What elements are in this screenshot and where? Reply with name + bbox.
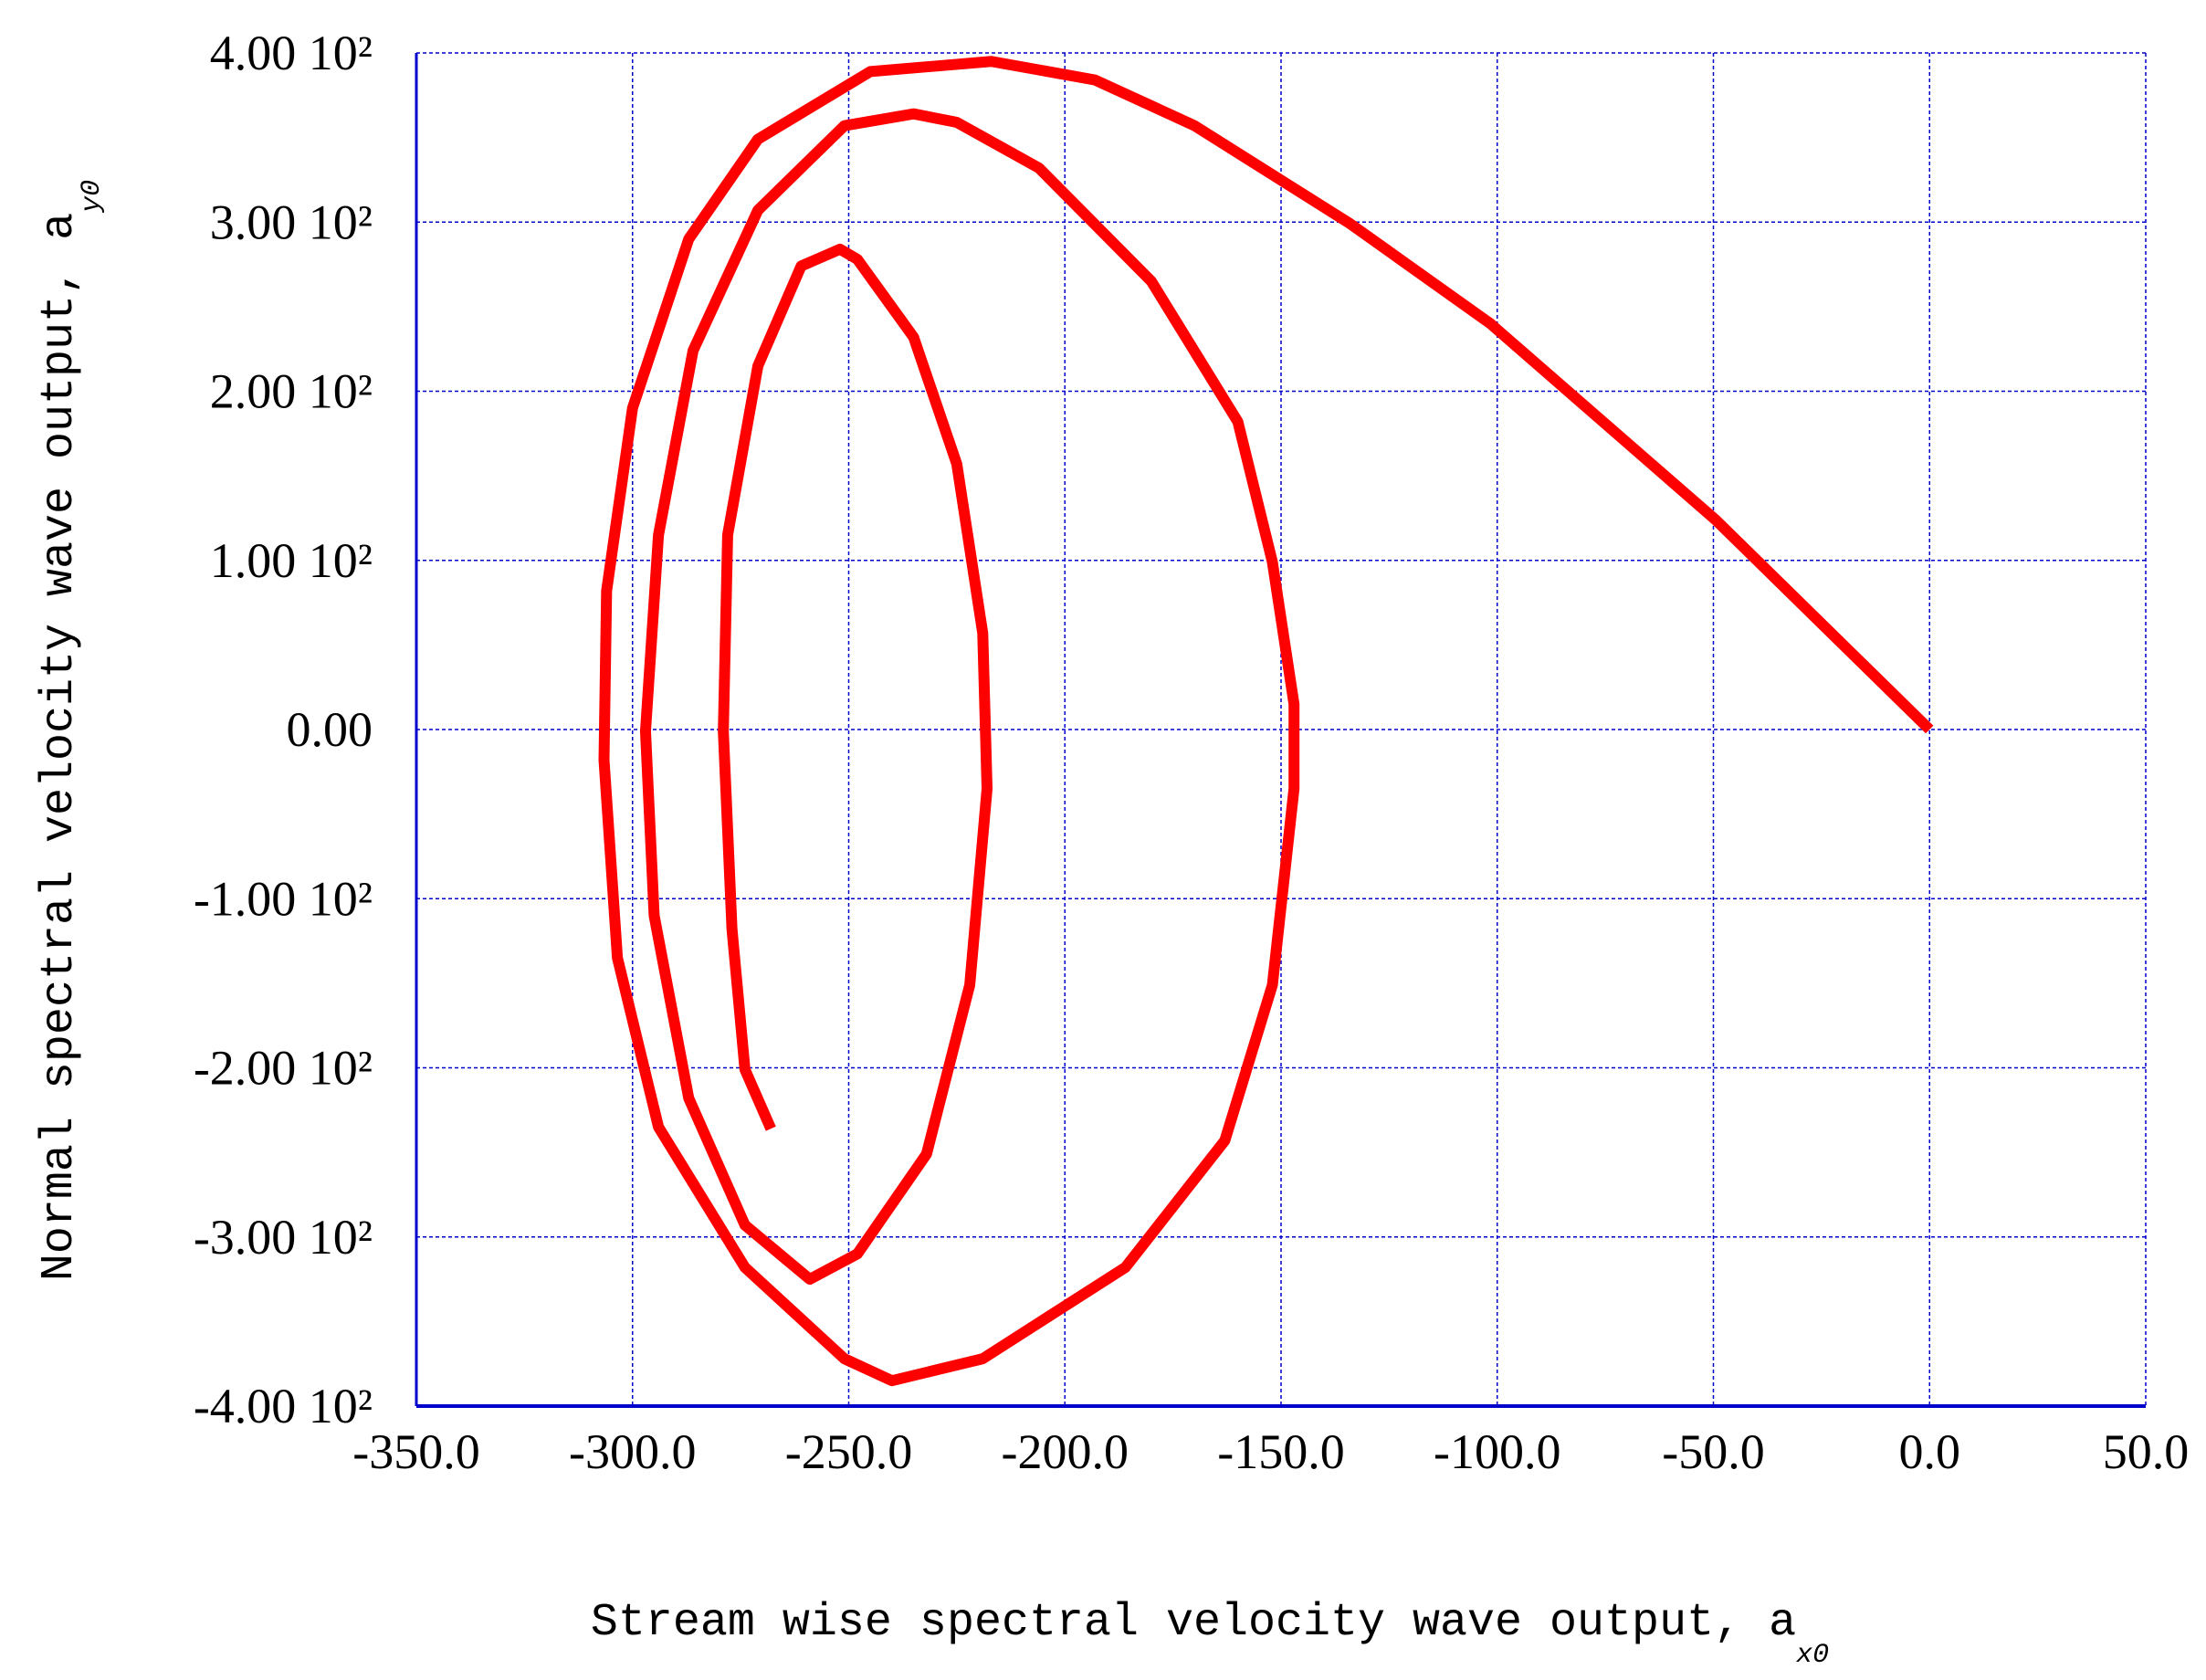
y-tick-label: 2.00 10² [210,364,373,419]
y-axis-label-sub: y0 [77,180,108,214]
x-tick-label: -100.0 [1434,1424,1560,1479]
y-tick-label: 3.00 10² [210,194,373,249]
x-axis-label: Stream wise spectral velocity wave outpu… [591,1597,1829,1671]
x-tick-label: -150.0 [1217,1424,1344,1479]
y-tick-label: 0.00 [287,702,373,757]
x-tick-label: -50.0 [1662,1424,1764,1479]
y-tick-label: -4.00 10² [194,1379,373,1433]
x-tick-label: -350.0 [352,1424,479,1479]
x-tick-label: 50.0 [2103,1424,2190,1479]
y-axis-label-text: Normal spectral velocity wave output, a [34,213,86,1281]
x-tick-label: -200.0 [1002,1424,1129,1479]
y-tick-label: -3.00 10² [194,1210,373,1265]
y-tick-label: 1.00 10² [210,533,373,588]
y-tick-label: -1.00 10² [194,871,373,926]
x-tick-label: 0.0 [1899,1424,1961,1479]
x-tick-label: -300.0 [569,1424,696,1479]
x-axis-label-sub: x0 [1795,1640,1829,1671]
y-tick-label: -2.00 10² [194,1041,373,1096]
data-line [598,56,1934,1387]
y-tick-label: 4.00 10² [210,26,373,80]
y-axis-label: Normal spectral velocity wave output, ay… [34,180,108,1281]
x-axis-label-text: Stream wise spectral velocity wave outpu… [591,1597,1796,1649]
x-tick-label: -250.0 [785,1424,912,1479]
